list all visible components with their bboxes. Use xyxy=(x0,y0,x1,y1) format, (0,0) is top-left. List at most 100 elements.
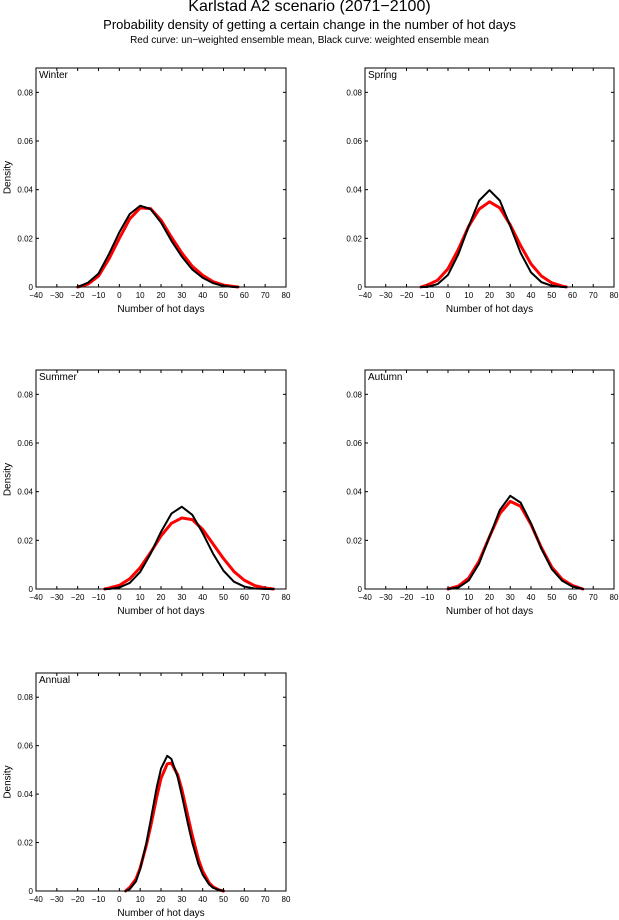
x-tick-label: 10 xyxy=(136,895,145,904)
x-tick-label: −10 xyxy=(92,291,106,300)
weighted-curve xyxy=(447,494,584,590)
x-tick-label: 70 xyxy=(261,593,270,602)
x-axis-label: Number of hot days xyxy=(446,304,533,315)
y-axis-label: Density xyxy=(3,161,14,194)
x-tick-label: 80 xyxy=(282,291,291,300)
x-axis-label: Number of hot days xyxy=(117,908,204,919)
x-tick-label: 50 xyxy=(219,895,228,904)
legend-note: Red curve: un−weighted ensemble mean, Bl… xyxy=(130,35,489,46)
unweighted-curve xyxy=(419,200,568,289)
x-tick-label: −20 xyxy=(71,895,85,904)
y-tick-label: 0.04 xyxy=(346,488,362,497)
x-tick-label: 30 xyxy=(506,593,515,602)
x-tick-label: 30 xyxy=(177,593,186,602)
y-tick-label: 0 xyxy=(358,283,363,292)
axes-frame xyxy=(35,369,287,590)
x-tick-label: 50 xyxy=(219,593,228,602)
x-axis-label: Number of hot days xyxy=(117,606,204,617)
panel-winter: −40 −30 −20 −10 0 10 20 30 40 50 60 70 80 0 0.02 0.04 0.… xyxy=(3,67,291,315)
y-tick-label: 0.02 xyxy=(17,536,33,545)
x-tick-label: 60 xyxy=(240,593,249,602)
x-tick-label: 80 xyxy=(282,593,291,602)
y-tick-label: 0.02 xyxy=(346,536,362,545)
x-axis-label: Number of hot days xyxy=(117,304,204,315)
x-tick-label: 30 xyxy=(506,291,515,300)
figure-title: Karlstad A2 scenario (2071−2100) xyxy=(188,0,431,15)
y-tick-label: 0.04 xyxy=(17,488,33,497)
x-tick-label: −10 xyxy=(92,593,106,602)
y-tick-label: 0 xyxy=(29,283,34,292)
x-tick-label: −10 xyxy=(92,895,106,904)
x-tick-label: −20 xyxy=(71,593,85,602)
x-tick-label: 60 xyxy=(240,291,249,300)
panel-spring: −40 −30 −20 −10 0 10 20 30 40 50 60 70 80 0 0.02 0.04 0.… xyxy=(346,67,619,315)
x-tick-label: 70 xyxy=(261,291,270,300)
x-tick-label: 40 xyxy=(198,593,207,602)
y-tick-label: 0.08 xyxy=(17,693,33,702)
x-tick-label: −20 xyxy=(71,291,85,300)
x-tick-label: 50 xyxy=(547,593,556,602)
x-tick-label: 50 xyxy=(219,291,228,300)
x-tick-label: 30 xyxy=(177,895,186,904)
unweighted-curve xyxy=(103,516,275,591)
x-tick-label: 10 xyxy=(464,593,473,602)
panel-title: Annual xyxy=(39,675,70,686)
x-tick-label: −10 xyxy=(420,291,434,300)
y-tick-label: 0.06 xyxy=(17,137,33,146)
unweighted-curve xyxy=(446,499,585,591)
panel-title: Spring xyxy=(368,70,397,81)
x-tick-label: 80 xyxy=(610,593,619,602)
x-tick-label: 70 xyxy=(589,291,598,300)
x-tick-label: 10 xyxy=(464,291,473,300)
panel-title: Summer xyxy=(39,372,77,383)
panel-title: Autumn xyxy=(368,372,402,383)
weighted-curve xyxy=(124,754,225,892)
y-axis-label: Density xyxy=(3,463,14,496)
y-tick-label: 0.08 xyxy=(17,88,33,97)
x-tick-label: −30 xyxy=(50,291,64,300)
unweighted-curve xyxy=(76,206,240,289)
x-tick-label: −10 xyxy=(420,593,434,602)
y-tick-label: 0.06 xyxy=(346,137,362,146)
x-tick-label: −30 xyxy=(50,593,64,602)
y-tick-label: 0.08 xyxy=(17,390,33,399)
y-tick-label: 0 xyxy=(29,887,34,896)
axes-frame xyxy=(364,67,615,288)
x-tick-label: −30 xyxy=(50,895,64,904)
y-tick-label: 0.08 xyxy=(346,390,362,399)
x-tick-label: −30 xyxy=(379,593,393,602)
y-tick-label: 0.02 xyxy=(17,234,33,243)
y-tick-label: 0.08 xyxy=(346,88,362,97)
y-tick-label: 0.06 xyxy=(17,742,33,751)
x-tick-label: 40 xyxy=(527,291,536,300)
x-axis-label: Number of hot days xyxy=(446,606,533,617)
x-tick-label: 20 xyxy=(157,895,166,904)
panel-title: Winter xyxy=(39,70,69,81)
x-tick-label: 50 xyxy=(547,291,556,300)
y-tick-label: 0.04 xyxy=(346,186,362,195)
panel-autumn: −40 −30 −20 −10 0 10 20 30 40 50 60 70 80 0 0.02 0.04 0.… xyxy=(346,369,619,617)
y-axis-label: Density xyxy=(3,765,14,798)
x-tick-label: 0 xyxy=(117,593,122,602)
x-tick-label: 60 xyxy=(568,593,577,602)
y-tick-label: 0.06 xyxy=(17,439,33,448)
x-tick-label: −40 xyxy=(29,895,43,904)
y-tick-label: 0.04 xyxy=(17,186,33,195)
x-tick-label: 80 xyxy=(282,895,291,904)
x-tick-label: 40 xyxy=(198,291,207,300)
x-tick-label: 70 xyxy=(261,895,270,904)
x-tick-label: −40 xyxy=(29,291,43,300)
x-tick-label: 10 xyxy=(136,291,145,300)
x-tick-label: −30 xyxy=(379,291,393,300)
axes-frame xyxy=(35,67,287,288)
x-tick-label: −20 xyxy=(400,593,414,602)
y-tick-label: 0.02 xyxy=(346,234,362,243)
x-tick-label: 60 xyxy=(568,291,577,300)
x-tick-label: −40 xyxy=(358,291,372,300)
figure-subtitle: Probability density of getting a certain… xyxy=(103,17,516,32)
x-tick-label: 0 xyxy=(117,895,122,904)
axes-frame xyxy=(364,369,615,590)
x-tick-label: 30 xyxy=(177,291,186,300)
x-tick-label: −40 xyxy=(358,593,372,602)
